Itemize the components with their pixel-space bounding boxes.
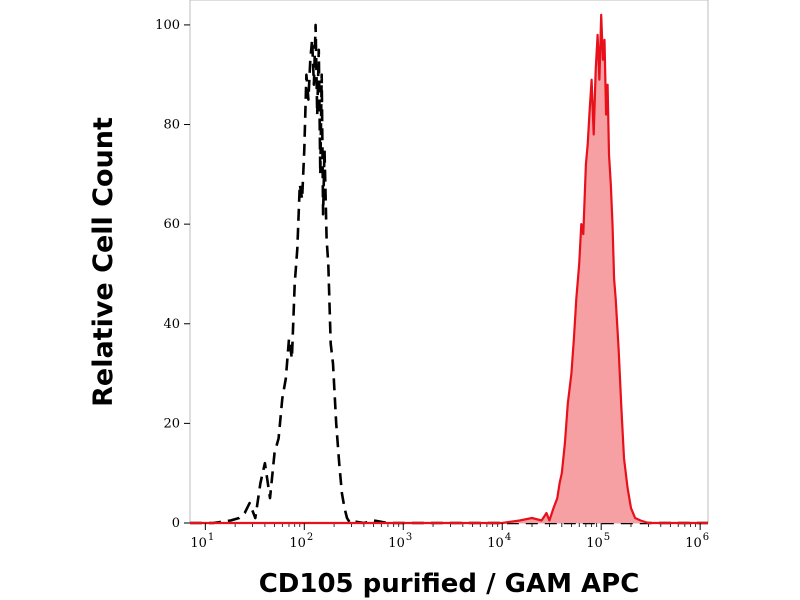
x-tick-label: 104 xyxy=(487,532,511,551)
y-tick-label: 80 xyxy=(163,118,180,133)
x-axis-label: CD105 purified / GAM APC xyxy=(259,569,640,599)
y-tick-label: 100 xyxy=(155,18,180,33)
series-layer xyxy=(190,13,708,525)
filled-series-area xyxy=(190,14,708,524)
x-tick-label: 102 xyxy=(289,532,313,551)
y-tick-label: 40 xyxy=(163,317,180,332)
plot-frame xyxy=(189,0,709,524)
y-tick-label: 60 xyxy=(163,217,180,232)
y-tick-label: 20 xyxy=(163,416,180,431)
y-axis: 0 20 40 60 80 100 xyxy=(155,18,190,531)
x-axis: 101 102 103 104 105 106 xyxy=(190,523,709,551)
y-axis-label: Relative Cell Count xyxy=(88,117,119,407)
x-tick-label: 106 xyxy=(685,532,709,551)
y-tick-label: 0 xyxy=(172,516,180,531)
filled-series-line xyxy=(190,13,708,525)
x-tick-label: 103 xyxy=(388,532,412,551)
x-tick-label: 101 xyxy=(190,532,214,551)
dashed-series-line xyxy=(190,23,708,525)
x-tick-label: 105 xyxy=(586,532,610,551)
